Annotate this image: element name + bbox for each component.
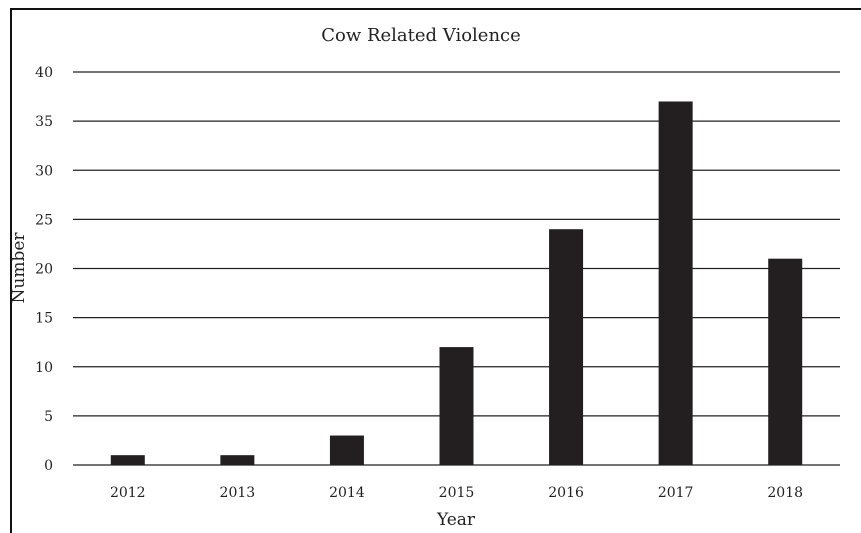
x-tick-label: 2018 xyxy=(767,485,803,501)
y-tick-label: 10 xyxy=(35,360,53,376)
x-tick-label: 2014 xyxy=(329,485,365,501)
y-axis-label: Number xyxy=(9,232,29,304)
bar-2014 xyxy=(329,435,364,465)
chart-title: Cow Related Violence xyxy=(321,25,521,46)
x-tick-label: 2016 xyxy=(548,485,584,501)
bars xyxy=(110,101,803,465)
bar-2017 xyxy=(658,101,693,465)
chart-frame xyxy=(10,8,861,533)
x-tick-label: 2012 xyxy=(110,485,146,501)
bar-2015 xyxy=(439,347,474,465)
y-tick-label: 15 xyxy=(35,311,53,327)
x-tick-label: 2017 xyxy=(658,485,694,501)
y-tick-label: 30 xyxy=(35,163,53,179)
x-axis-label: Year xyxy=(436,510,476,530)
bar-2012 xyxy=(110,455,145,465)
y-tick-label: 0 xyxy=(44,458,53,474)
bar-2013 xyxy=(220,455,255,465)
bar-2016 xyxy=(549,229,584,465)
y-tick-label: 5 xyxy=(44,409,53,425)
y-tick-label: 40 xyxy=(35,65,53,81)
x-tick-label: 2013 xyxy=(220,485,256,501)
y-tick-label: 25 xyxy=(35,212,53,228)
bar-2018 xyxy=(768,258,803,465)
y-tick-label: 20 xyxy=(35,262,53,278)
y-axis-ticks: 0 5 10 15 20 25 30 35 40 xyxy=(35,65,53,474)
x-axis-ticks: 2012 2013 2014 2015 2016 2017 2018 xyxy=(110,485,803,501)
y-tick-label: 35 xyxy=(35,114,53,130)
x-tick-label: 2015 xyxy=(439,485,475,501)
